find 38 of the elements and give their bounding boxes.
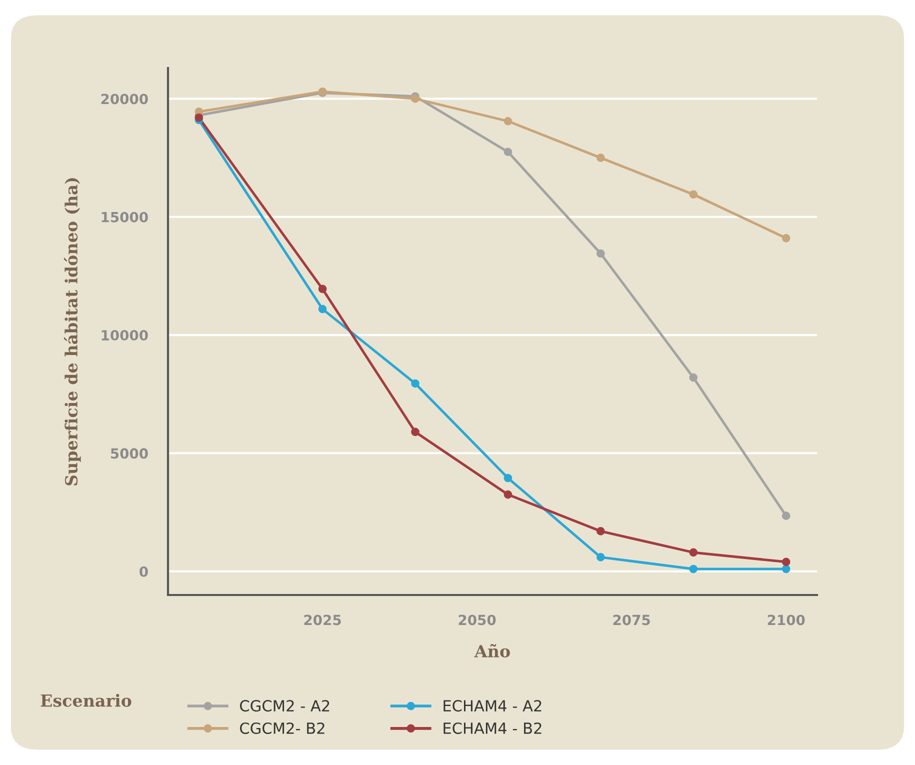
point — [689, 548, 698, 557]
y-tick-label: 20000 — [101, 94, 148, 104]
point — [782, 234, 790, 242]
x-tick-label: 2075 — [613, 614, 650, 626]
point — [318, 284, 327, 294]
point — [194, 113, 204, 122]
x-axis-title: Año — [474, 644, 510, 658]
point — [689, 190, 698, 199]
point — [411, 94, 420, 103]
point — [504, 117, 512, 126]
point — [318, 304, 327, 314]
point — [782, 512, 790, 520]
legend-label: CGCM2 - A2 — [240, 700, 330, 712]
y-tick-label: 10000 — [102, 330, 148, 341]
point — [596, 553, 605, 562]
point — [689, 564, 698, 574]
point — [504, 148, 512, 156]
legend-title: Escenario — [40, 694, 132, 707]
point — [782, 564, 790, 574]
y-tick-label: 5000 — [110, 448, 148, 459]
point — [596, 154, 605, 162]
point — [596, 249, 605, 258]
point — [596, 527, 605, 536]
x-tick-label: 2050 — [458, 614, 496, 626]
legend-label: ECHAM4 - B2 — [444, 722, 542, 734]
point — [411, 428, 420, 436]
point — [689, 373, 698, 382]
point — [411, 379, 420, 388]
y-tick-label: 0 — [140, 566, 148, 577]
x-tick-label: 2100 — [768, 614, 805, 626]
legend-label: CGCM2- B2 — [240, 722, 324, 734]
x-tick-label: 2025 — [304, 614, 341, 626]
point — [504, 490, 512, 499]
y-tick-label: 15000 — [102, 212, 148, 222]
point — [504, 474, 512, 482]
point — [782, 558, 790, 566]
legend-label: ECHAM4 - A2 — [444, 700, 542, 712]
y-axis-title: Superficie de hábitat idóneo (ha) — [64, 178, 81, 486]
